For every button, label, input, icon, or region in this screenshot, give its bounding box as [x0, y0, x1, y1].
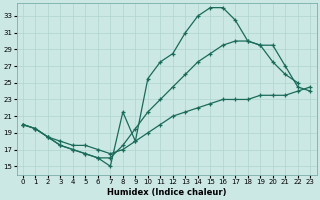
X-axis label: Humidex (Indice chaleur): Humidex (Indice chaleur)	[107, 188, 226, 197]
